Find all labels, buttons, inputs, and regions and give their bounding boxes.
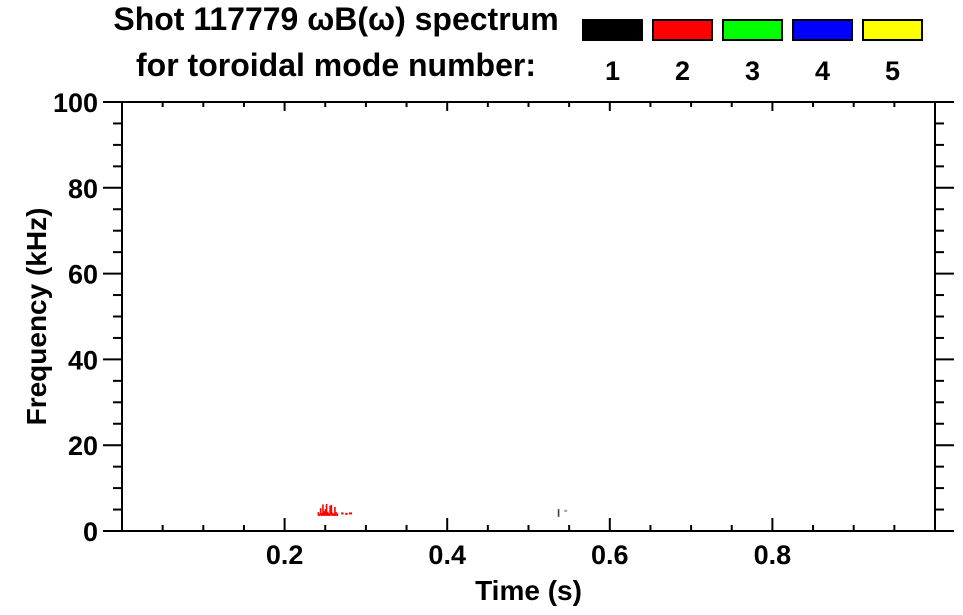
chart-title-line1: Shot 117779 ωB(ω) spectrum — [113, 1, 559, 37]
legend-item-n3: 3 — [722, 19, 783, 85]
legend-swatch-n2 — [652, 19, 713, 41]
legend-item-n5: 5 — [862, 19, 923, 85]
y-tick-label: 100 — [53, 88, 98, 118]
legend-swatch-n1 — [582, 19, 643, 41]
plot-frame — [121, 101, 936, 532]
legend-item-n2: 2 — [652, 19, 713, 85]
x-axis-label: Time (s) — [475, 575, 582, 606]
x-tick-label: 0.6 — [591, 540, 629, 570]
y-tick-label: 20 — [68, 431, 98, 461]
y-axis-label: Frequency (kHz) — [21, 208, 52, 426]
legend-label-n5: 5 — [884, 56, 901, 86]
legend-label-n2: 2 — [674, 56, 691, 86]
x-tick-label: 0.4 — [428, 540, 466, 570]
mode-number-legend: 1 2 3 4 5 — [582, 19, 923, 85]
legend-item-n1: 1 — [582, 19, 643, 85]
legend-swatch-n4 — [792, 19, 853, 41]
y-tick-label: 40 — [68, 345, 98, 375]
legend-swatch-n3 — [722, 19, 783, 41]
legend-label-n1: 1 — [604, 56, 621, 86]
y-tick-label: 80 — [68, 174, 98, 204]
legend-item-n4: 4 — [792, 19, 853, 85]
legend-label-n3: 3 — [744, 56, 761, 86]
legend-label-n4: 4 — [814, 56, 831, 86]
chart-title-line2: for toroidal mode number: — [136, 47, 536, 83]
x-tick-label: 0.2 — [266, 540, 304, 570]
legend-swatch-n5 — [862, 19, 923, 41]
y-tick-label: 60 — [68, 260, 98, 290]
x-tick-label: 0.8 — [754, 540, 792, 570]
y-tick-label: 0 — [83, 517, 98, 547]
